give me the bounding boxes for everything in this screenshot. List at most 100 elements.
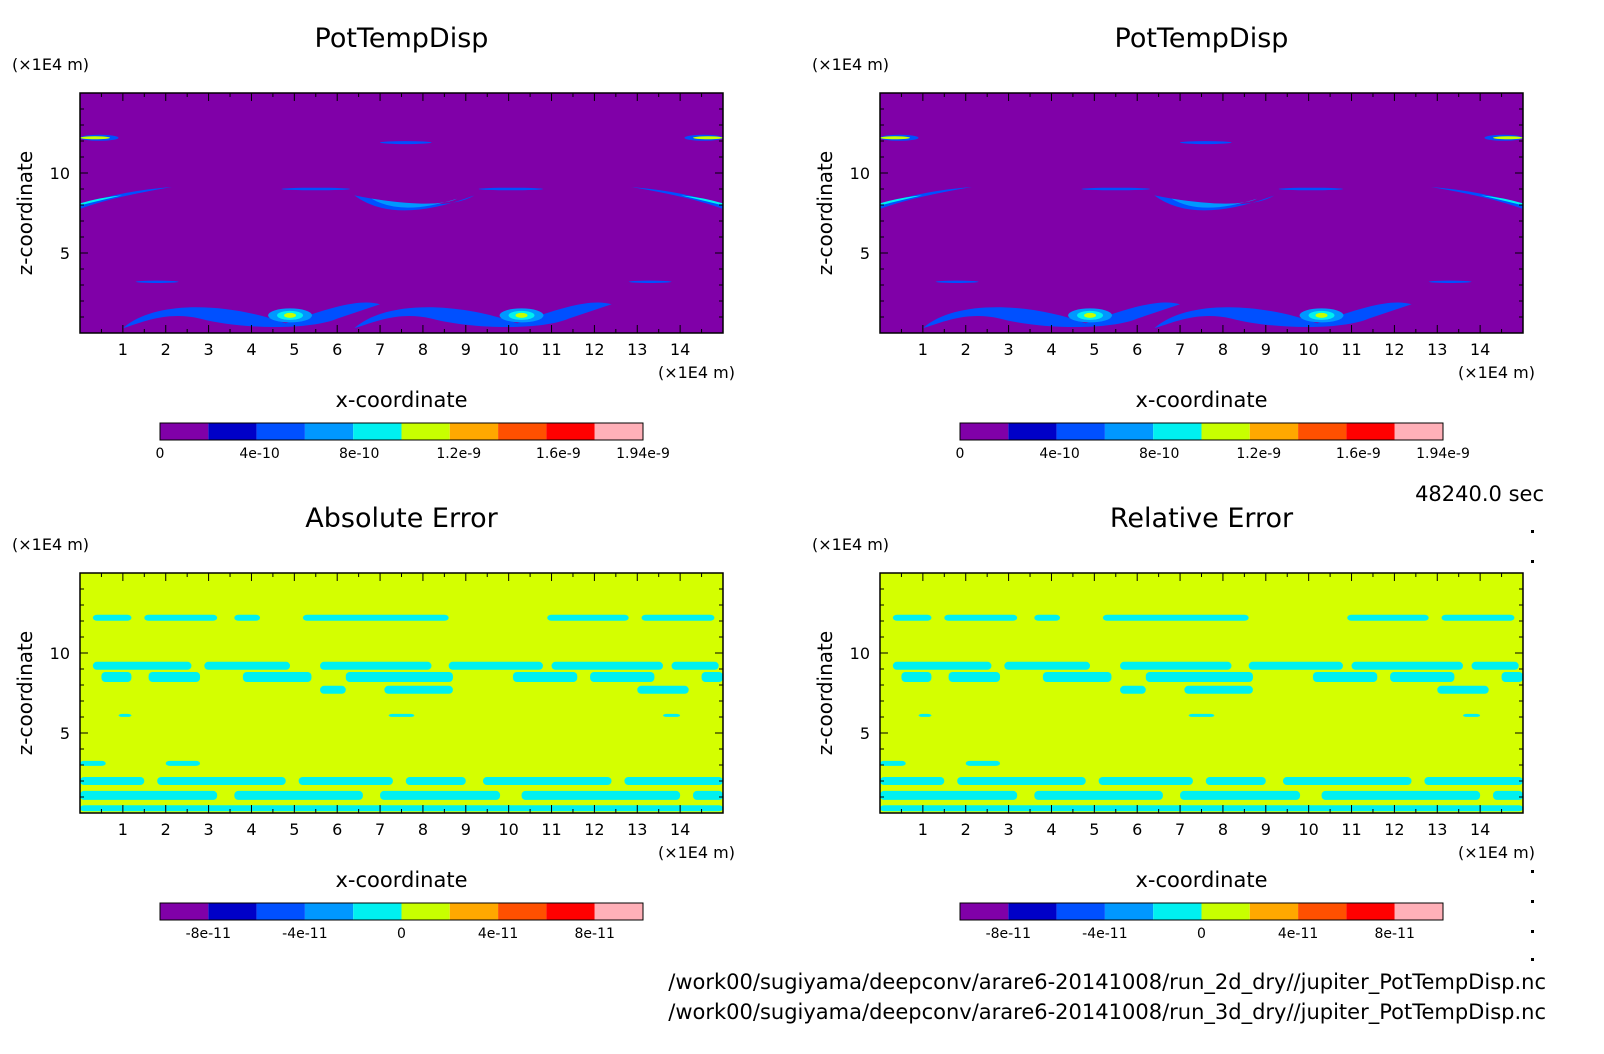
error-patch bbox=[1282, 777, 1412, 785]
x-tick-label: 9 bbox=[1261, 820, 1271, 839]
footer-path-2: /work00/sugiyama/deepconv/arare6-2014100… bbox=[668, 1000, 1546, 1024]
colorbar-label: -4e-11 bbox=[282, 926, 327, 942]
x-tick-label: 11 bbox=[541, 340, 561, 359]
contour-filament bbox=[478, 187, 543, 191]
x-tick-label: 12 bbox=[584, 340, 604, 359]
error-patch bbox=[880, 790, 1018, 800]
x-tick-label: 8 bbox=[418, 340, 428, 359]
y-axis-label: z-coordinate bbox=[13, 631, 37, 755]
dot-marker bbox=[1531, 530, 1534, 533]
x-tick-label: 7 bbox=[1175, 340, 1185, 359]
y-unit-label: (×1E4 m) bbox=[812, 535, 889, 554]
contour-filament bbox=[1081, 187, 1151, 191]
colorbar-swatch bbox=[449, 903, 499, 920]
contour-arch bbox=[354, 195, 475, 211]
x-tick-label: 1 bbox=[918, 340, 928, 359]
error-patch bbox=[1347, 614, 1429, 621]
error-patch bbox=[302, 614, 449, 621]
colorbar-swatch bbox=[353, 903, 402, 920]
x-tick-label: 14 bbox=[1470, 820, 1490, 839]
x-tick-label: 9 bbox=[1261, 340, 1271, 359]
colorbar-label: 0 bbox=[956, 446, 965, 462]
x-tick-label: 12 bbox=[584, 820, 604, 839]
colorbar-swatch bbox=[1298, 423, 1347, 440]
time-label: 48240.0 sec bbox=[1415, 482, 1544, 506]
colorbar-swatch bbox=[960, 423, 1009, 440]
colorbar-swatch bbox=[1394, 903, 1443, 920]
colorbar-swatch bbox=[208, 423, 257, 440]
error-patch bbox=[242, 672, 312, 682]
colorbar-swatch bbox=[353, 423, 402, 440]
x-tick-label: 13 bbox=[1427, 340, 1447, 359]
error-patch bbox=[547, 614, 629, 621]
error-patch bbox=[80, 760, 106, 766]
x-tick-label: 10 bbox=[498, 340, 518, 359]
colorbar-swatch bbox=[208, 903, 257, 920]
x-tick-label: 6 bbox=[332, 340, 342, 359]
colorbar-label: 0 bbox=[1197, 926, 1206, 942]
x-tick-label: 10 bbox=[498, 820, 518, 839]
error-patch bbox=[144, 614, 218, 621]
error-patch bbox=[298, 777, 393, 785]
x-tick-label: 4 bbox=[246, 340, 256, 359]
x-tick-label: 11 bbox=[1341, 340, 1361, 359]
error-patch bbox=[892, 614, 932, 621]
error-patch bbox=[1188, 713, 1215, 717]
colorbar-swatch bbox=[1153, 423, 1202, 440]
colorbar-swatch bbox=[160, 903, 209, 920]
colorbar-swatch bbox=[1346, 423, 1395, 440]
error-patch bbox=[1145, 672, 1253, 682]
x-tick-label: 8 bbox=[418, 820, 428, 839]
colorbar-swatch bbox=[1056, 423, 1105, 440]
contour-wave bbox=[1154, 302, 1412, 329]
colorbar-swatch bbox=[1201, 903, 1250, 920]
y-unit-label: (×1E4 m) bbox=[12, 55, 89, 74]
colorbar-swatch bbox=[546, 423, 595, 440]
colorbar-swatch bbox=[1249, 903, 1299, 920]
background-field bbox=[80, 93, 723, 333]
x-tick-label: 14 bbox=[1470, 340, 1490, 359]
chart-panel-2: PotTempDisp(×1E4 m)1 2 3 4 5 6 7 8 9 10 11 12 13 1451… bbox=[812, 23, 1535, 462]
colorbar-frame bbox=[159, 902, 644, 921]
footer-path-1: /work00/sugiyama/deepconv/arare6-2014100… bbox=[668, 970, 1546, 994]
x-tick-label: 3 bbox=[204, 340, 214, 359]
colorbar-label: -4e-11 bbox=[1082, 926, 1127, 942]
error-patch bbox=[320, 661, 432, 670]
colorbar-label: 1.94e-9 bbox=[1416, 446, 1470, 462]
x-tick-label: 14 bbox=[670, 820, 690, 839]
x-tick-label: 10 bbox=[1298, 340, 1318, 359]
error-patch bbox=[671, 661, 719, 670]
colorbar-label: 0 bbox=[156, 446, 165, 462]
chart-panel-3: Absolute Error(×1E4 m)1 2 3 4 5 6 7 8 9 10 11 12 13 1… bbox=[12, 503, 735, 942]
error-patch bbox=[1462, 713, 1481, 717]
y-tick-label: 5 bbox=[860, 244, 870, 263]
colorbar-swatch bbox=[256, 903, 305, 920]
x-tick-label: 8 bbox=[1218, 340, 1228, 359]
x-tick-label: 1 bbox=[118, 340, 128, 359]
colorbar-swatch bbox=[594, 903, 643, 920]
colorbar-swatch bbox=[1104, 903, 1154, 920]
error-patch bbox=[482, 777, 612, 785]
colorbar-swatch bbox=[304, 423, 354, 440]
contour-wave-peak bbox=[284, 312, 297, 318]
colorbar-swatch bbox=[1249, 423, 1299, 440]
x-unit-label: (×1E4 m) bbox=[1458, 363, 1535, 382]
error-patch bbox=[234, 790, 363, 800]
colorbar-frame bbox=[159, 422, 644, 441]
error-patch bbox=[92, 661, 192, 670]
error-patch bbox=[1471, 661, 1519, 670]
contour-wave bbox=[122, 302, 381, 329]
error-patch bbox=[80, 777, 145, 785]
x-tick-label: 4 bbox=[1046, 820, 1056, 839]
y-tick-label: 5 bbox=[60, 724, 70, 743]
contour-wave bbox=[354, 302, 612, 329]
colorbar-swatch bbox=[1298, 903, 1347, 920]
contour-wave-peak bbox=[1084, 312, 1097, 318]
error-patch bbox=[880, 777, 945, 785]
colorbar-label: 4e-10 bbox=[239, 446, 279, 462]
x-tick-label: 9 bbox=[461, 340, 471, 359]
dot-marker bbox=[1531, 870, 1534, 873]
contour-arch bbox=[1171, 198, 1258, 208]
x-tick-label: 6 bbox=[332, 820, 342, 839]
